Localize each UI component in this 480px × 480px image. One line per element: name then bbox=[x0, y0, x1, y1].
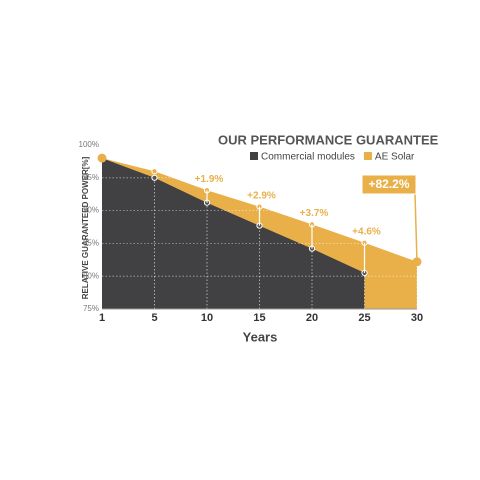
legend-swatch bbox=[363, 152, 372, 160]
x-tick-label: 15 bbox=[253, 312, 265, 324]
y-tick-label: 85% bbox=[83, 239, 99, 248]
x-tick-label: 10 bbox=[201, 312, 213, 324]
y-tick-label: 95% bbox=[83, 173, 99, 182]
x-tick-label: 30 bbox=[411, 312, 423, 324]
chart-title: OUR PERFORMANCE GUARANTEE bbox=[218, 132, 439, 147]
point bbox=[151, 168, 158, 175]
callout-box bbox=[361, 174, 417, 195]
end-point bbox=[412, 257, 422, 267]
y-tick-label: 80% bbox=[83, 271, 99, 280]
x-tick-label: 1 bbox=[99, 312, 105, 324]
legend-label: AE Solar bbox=[375, 152, 415, 163]
x-tick-label: 25 bbox=[358, 312, 370, 324]
x-tick-label: 20 bbox=[306, 312, 318, 324]
annotation: +4.6% bbox=[352, 226, 381, 237]
x-axis-label: Years bbox=[243, 329, 278, 344]
legend-label: Commercial modules bbox=[261, 152, 355, 163]
x-tick-label: 5 bbox=[151, 312, 157, 324]
y-tick-label: 90% bbox=[83, 206, 99, 215]
y-tick-label: 100% bbox=[79, 140, 99, 149]
y-tick-label: 75% bbox=[83, 304, 99, 313]
area bbox=[102, 158, 365, 309]
y-axis-label: RELATIVE GUARANTEED POWER[%] bbox=[81, 156, 90, 299]
annotation: +82.2% bbox=[368, 177, 409, 191]
annotation: +1.9% bbox=[195, 174, 224, 185]
annotation: +3.7% bbox=[300, 208, 329, 219]
start-point bbox=[97, 153, 107, 163]
legend-swatch bbox=[250, 152, 258, 160]
point bbox=[151, 174, 158, 181]
annotation: +2.9% bbox=[247, 190, 276, 201]
callout-line bbox=[414, 193, 418, 262]
